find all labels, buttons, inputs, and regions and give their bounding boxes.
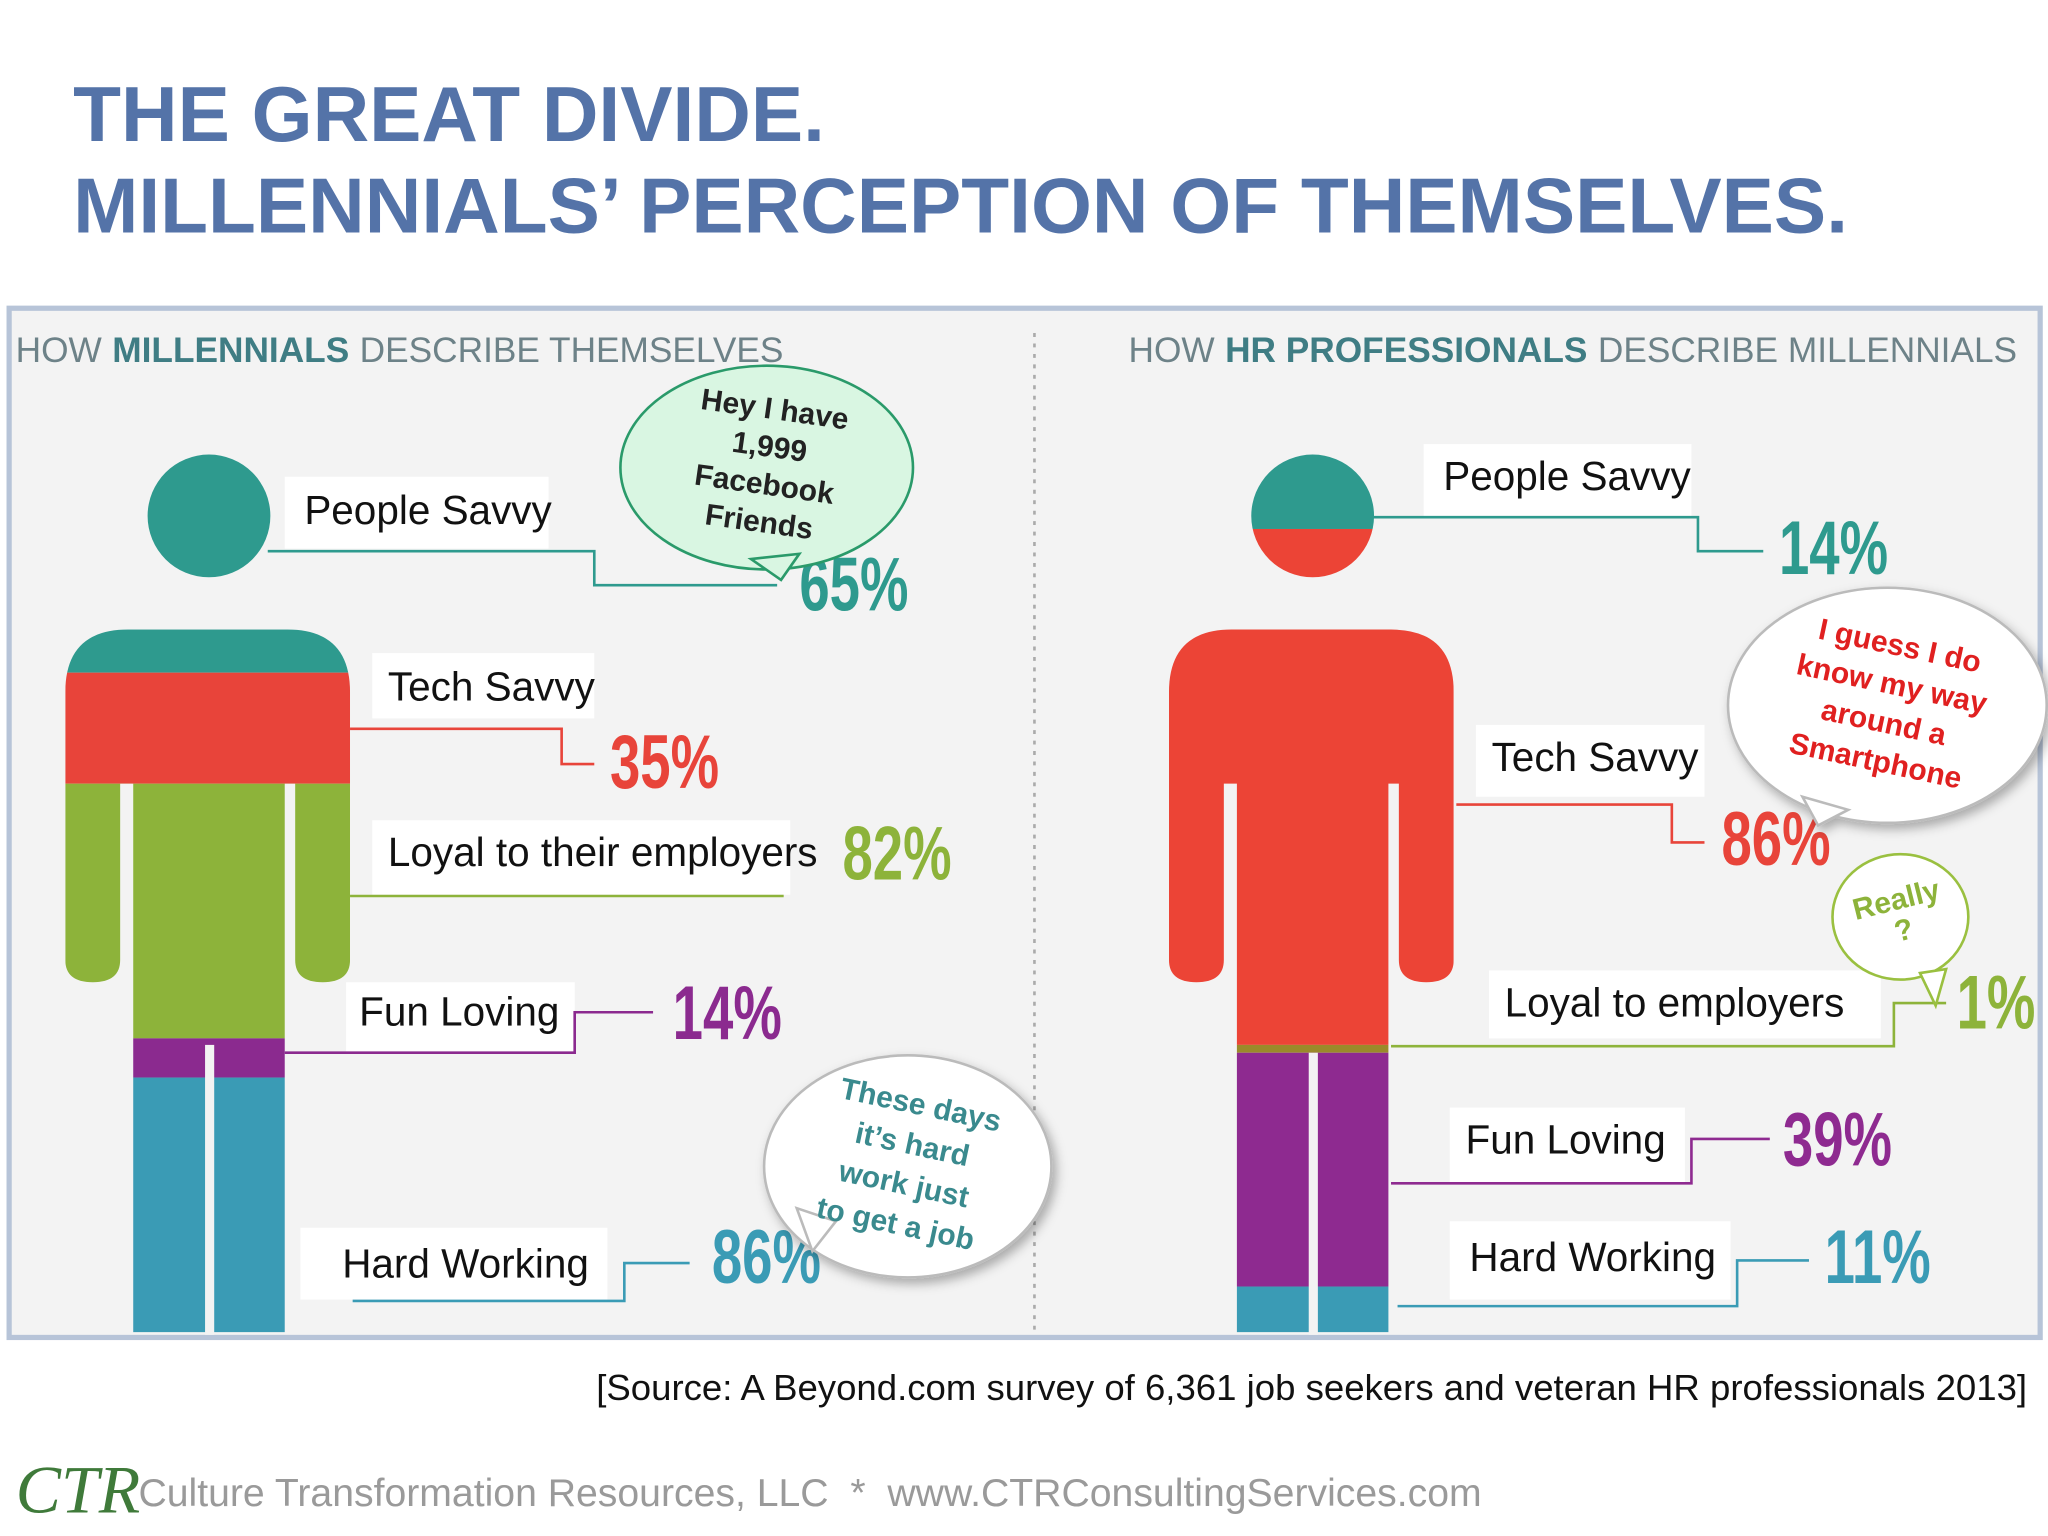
title-line: MILLENNIALS’ PERCEPTION OF THEMSELVES. bbox=[73, 161, 1848, 249]
connector bbox=[267, 549, 778, 587]
bubble-tail bbox=[794, 1206, 839, 1254]
header-part: DESCRIBE MILLENNIALS bbox=[1598, 331, 2017, 370]
item-value: 11% bbox=[1825, 1214, 1931, 1299]
label-box bbox=[1449, 1221, 1731, 1300]
label-box bbox=[1423, 444, 1692, 516]
connector bbox=[1391, 1137, 1770, 1185]
header-part: HOW bbox=[16, 331, 103, 370]
speech-bubble bbox=[619, 364, 915, 582]
item-label: Hard Working bbox=[342, 1241, 589, 1287]
panel-header: HOW MILLENNIALS DESCRIBE THEMSELVES bbox=[16, 331, 784, 370]
item-value: 39% bbox=[1783, 1097, 1892, 1182]
header-part: HOW bbox=[1128, 331, 1215, 370]
speech-bubble bbox=[1726, 586, 2048, 828]
label-box bbox=[346, 982, 575, 1052]
item-label: People Savvy bbox=[304, 487, 552, 533]
connector bbox=[350, 727, 595, 766]
label-box bbox=[1449, 1107, 1685, 1183]
label-box bbox=[1488, 970, 1881, 1039]
connector bbox=[1391, 1001, 1947, 1048]
item-label: Fun Loving bbox=[359, 989, 559, 1035]
item-value: 82% bbox=[842, 811, 951, 896]
label-box bbox=[1475, 724, 1705, 797]
connector bbox=[284, 1010, 654, 1055]
header-part: MILLENNIALS bbox=[112, 331, 349, 370]
item-label: People Savvy bbox=[1443, 453, 1691, 499]
panel-header: HOW HR PROFESSIONALS DESCRIBE MILLENNIALS bbox=[1128, 331, 2017, 370]
item-value: 14% bbox=[1779, 505, 1888, 590]
connector bbox=[352, 1261, 690, 1303]
title-line: THE GREAT DIVIDE. bbox=[73, 70, 825, 158]
item-label: Tech Savvy bbox=[1492, 734, 1700, 780]
logo: CTR bbox=[16, 1451, 141, 1527]
header-part: DESCRIBE THEMSELVES bbox=[360, 331, 784, 370]
bubble-tail bbox=[747, 552, 803, 582]
label-box bbox=[284, 476, 549, 549]
connector bbox=[1397, 1259, 1809, 1308]
bubble-shape bbox=[1726, 586, 2048, 825]
speech-bubble bbox=[762, 1054, 1053, 1279]
bubble-tail bbox=[1918, 967, 1948, 1010]
label-box bbox=[372, 820, 791, 895]
bubble-tail bbox=[1799, 794, 1852, 828]
connector bbox=[1456, 803, 1705, 844]
speech-bubble bbox=[1831, 852, 1970, 1010]
item-label: Loyal to employers bbox=[1505, 979, 1845, 1025]
bubble-shape bbox=[1831, 852, 1970, 981]
header-part: HR PROFESSIONALS bbox=[1225, 331, 1587, 370]
item-value: 35% bbox=[610, 719, 719, 804]
item-value: 14% bbox=[673, 970, 782, 1055]
item-value: 1% bbox=[1957, 959, 2036, 1044]
label-box bbox=[372, 653, 595, 719]
item-label: Hard Working bbox=[1469, 1234, 1716, 1280]
item-label: Loyal to their employers bbox=[388, 829, 818, 875]
connector bbox=[1371, 515, 1764, 553]
item-label: Tech Savvy bbox=[388, 663, 596, 709]
label-box bbox=[300, 1227, 608, 1300]
item-label: Fun Loving bbox=[1465, 1117, 1665, 1163]
source: [Source: A Beyond.com survey of 6,361 jo… bbox=[596, 1367, 2027, 1408]
footer-text: Culture Transformation Resources, LLC * … bbox=[138, 1472, 1481, 1515]
